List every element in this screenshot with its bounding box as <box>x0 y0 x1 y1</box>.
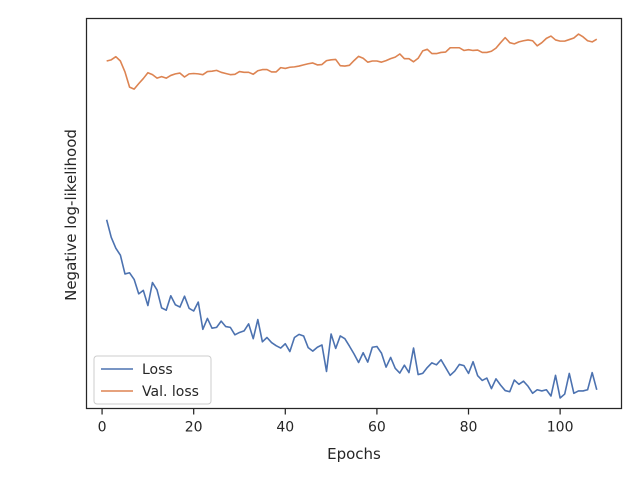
x-tick-label: 20 <box>185 420 203 436</box>
legend-label-val-loss: Val. loss <box>142 384 199 400</box>
x-tick-label: 100 <box>547 420 574 436</box>
legend-box <box>93 355 212 405</box>
x-tick-label: 0 <box>98 420 107 436</box>
x-axis-label: Epochs <box>327 445 381 463</box>
series-line-loss <box>105 219 598 399</box>
x-axis-ticks: 0 20 40 60 80 100 <box>98 408 574 436</box>
series-line-val-loss <box>106 33 598 90</box>
x-tick-label: 40 <box>276 420 294 436</box>
legend: Loss Val. loss <box>93 355 212 405</box>
axes-frame <box>85 17 623 410</box>
plot-area <box>105 33 598 399</box>
y-axis-label: Negative log-likelihood <box>62 129 80 301</box>
legend-label-loss: Loss <box>142 362 173 378</box>
x-tick-label: 60 <box>368 420 386 436</box>
x-tick-label: 80 <box>460 420 478 436</box>
